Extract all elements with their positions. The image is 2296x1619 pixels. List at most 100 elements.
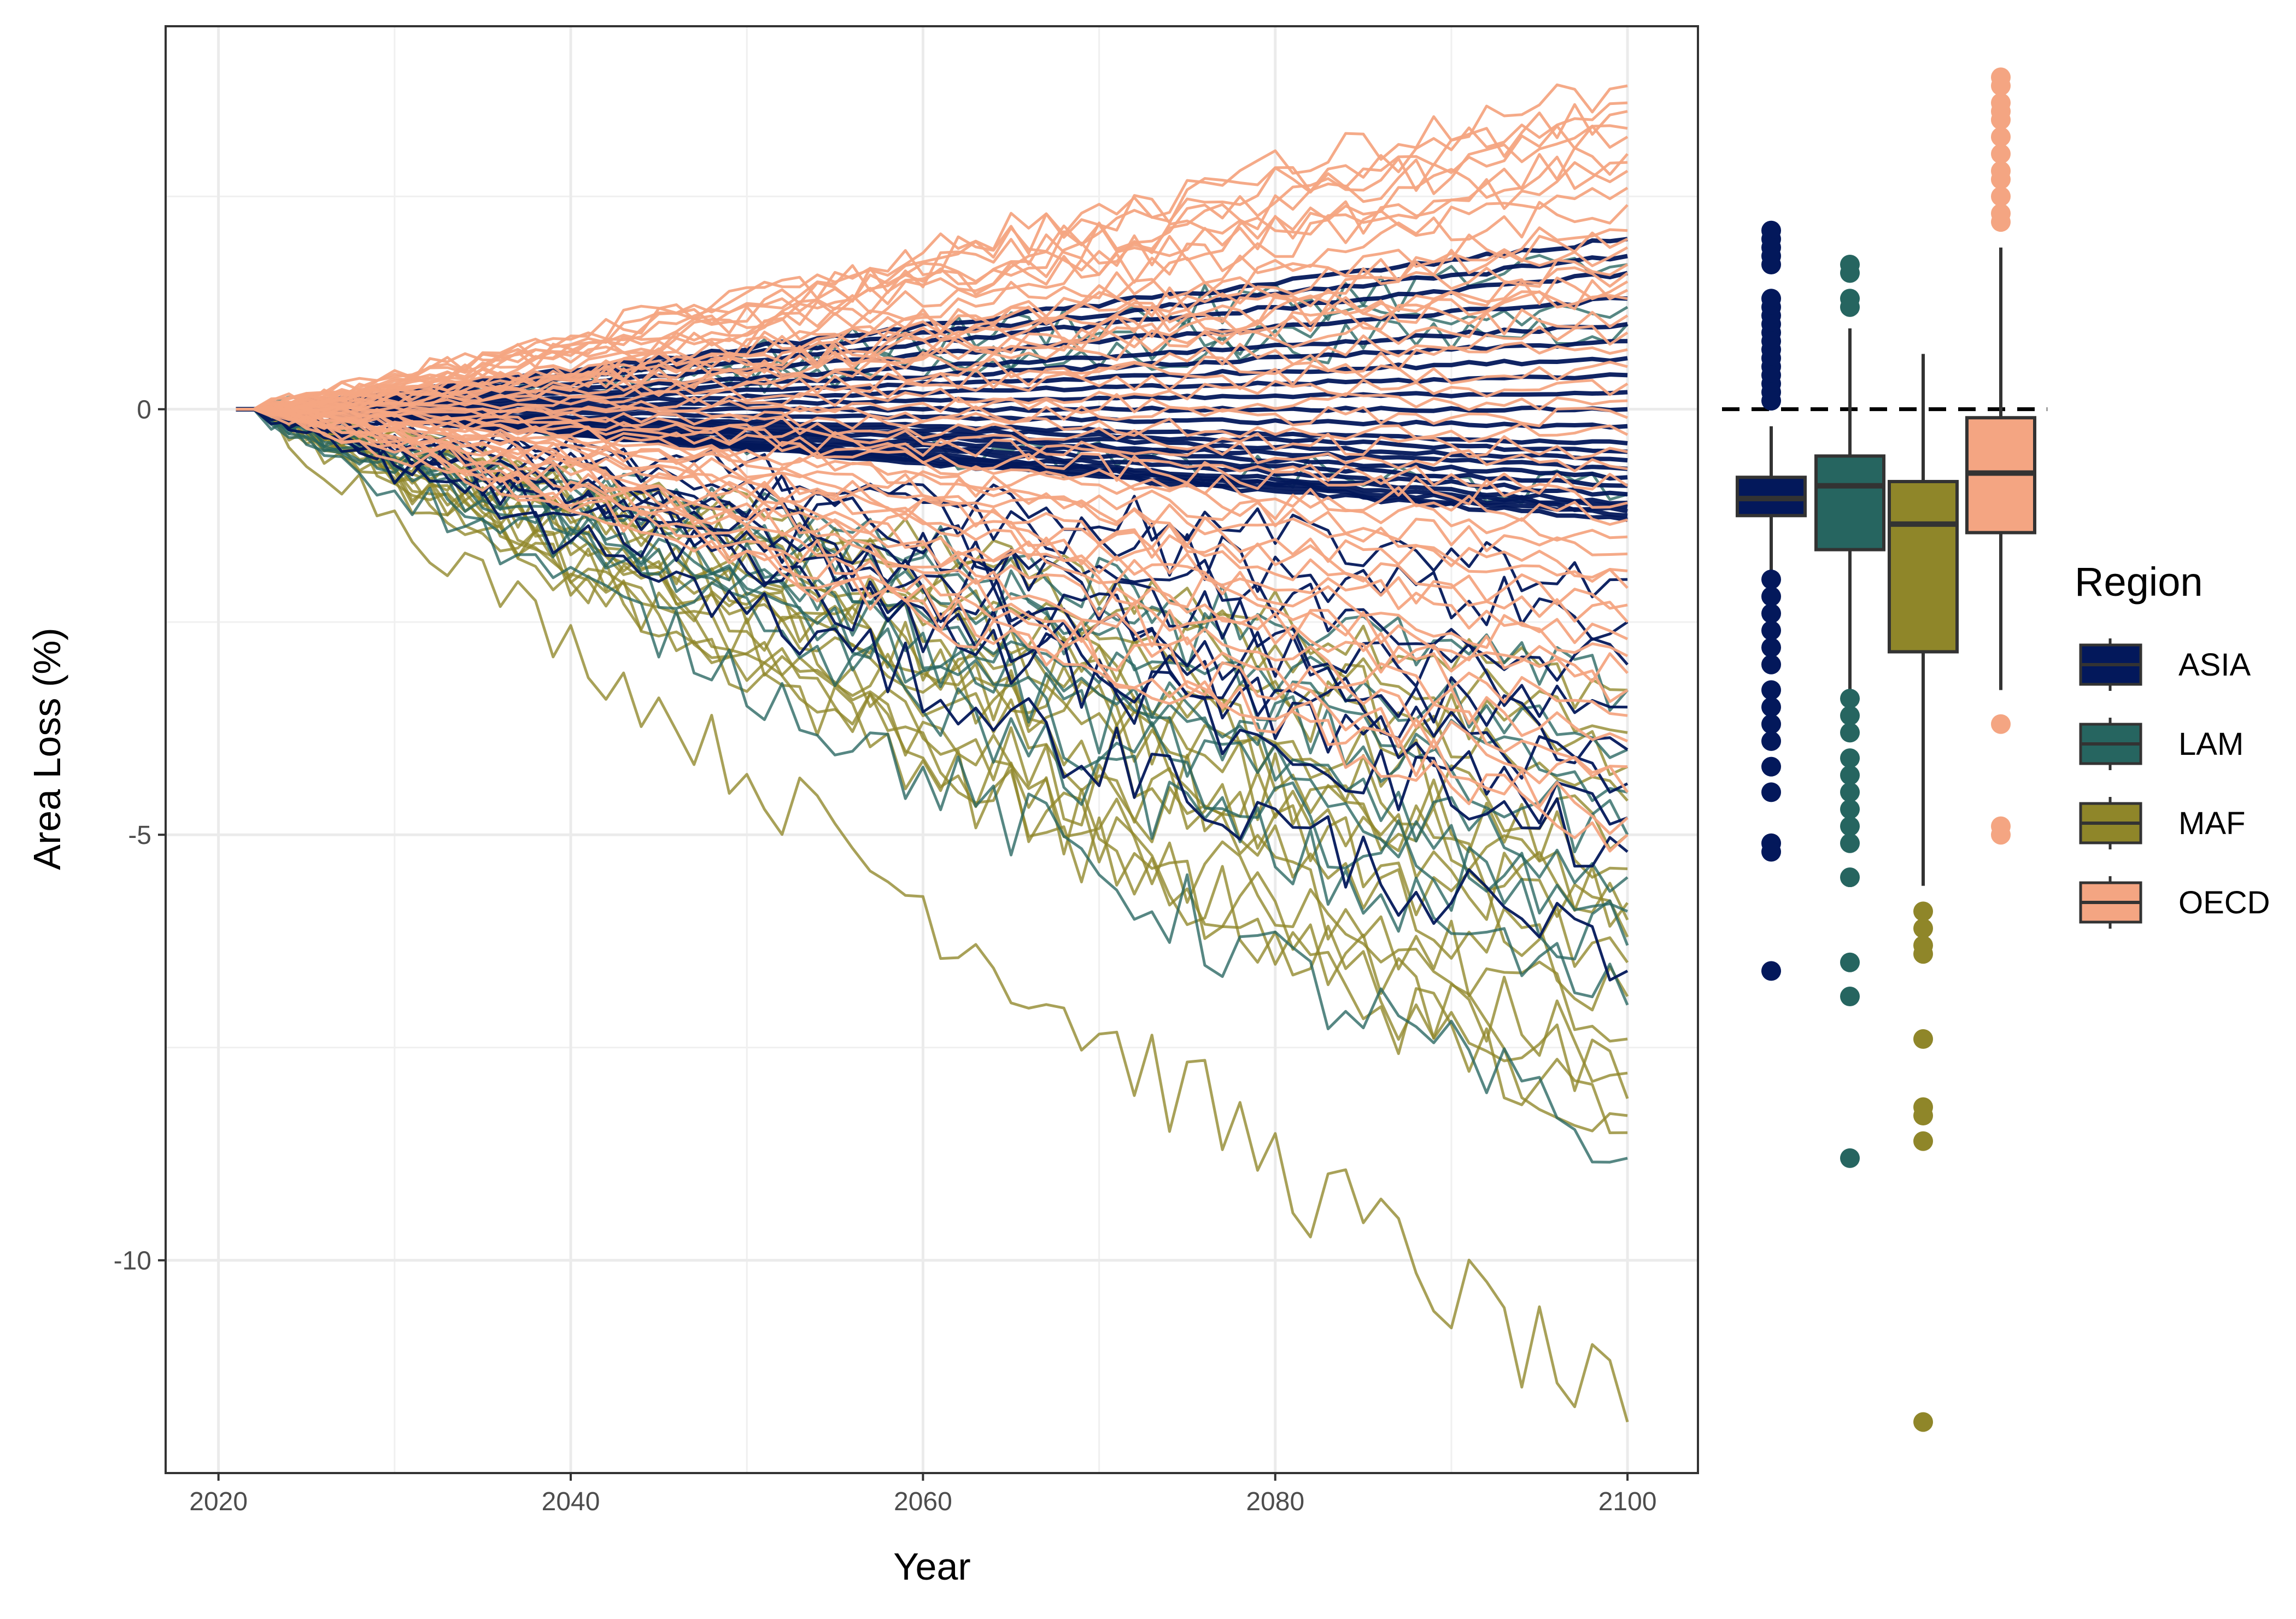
legend-item-maf: MAF xyxy=(2079,797,2245,849)
box-outlier xyxy=(1840,987,1860,1007)
box-outlier xyxy=(1761,391,1781,411)
box-outlier xyxy=(1913,1106,1933,1126)
box-outlier xyxy=(1991,75,2011,96)
trajectory-line-oecd xyxy=(236,360,1628,412)
trajectory-lines xyxy=(236,83,1629,1423)
y-axis-title: Area Loss (%) xyxy=(26,627,68,870)
box-outlier xyxy=(1761,714,1781,734)
box-outlier xyxy=(1761,697,1781,717)
box-outlier xyxy=(1761,570,1781,590)
boxplot-oecd xyxy=(1965,67,2036,845)
x-tick-label: 2080 xyxy=(1246,1487,1304,1516)
box-outlier xyxy=(1840,263,1860,283)
y-tick-label: -10 xyxy=(114,1247,151,1276)
trajectory-line-oecd xyxy=(236,408,1628,610)
box-outlier xyxy=(1991,186,2011,207)
trajectory-line-oecd xyxy=(236,279,1629,412)
box-outlier xyxy=(1913,944,1933,964)
legend-item-lam: LAM xyxy=(2079,718,2244,770)
box-outlier xyxy=(1761,842,1781,862)
box-outlier xyxy=(1761,637,1781,658)
boxplot-maf xyxy=(1888,354,1959,1432)
trajectory-line-lam xyxy=(236,408,1628,1164)
trajectory-line-oecd xyxy=(236,308,1629,411)
box-outlier xyxy=(1761,254,1781,274)
trajectory-line-oecd xyxy=(236,407,1629,703)
trajectory-line-oecd xyxy=(236,325,1629,411)
trajectory-line-oecd xyxy=(236,290,1628,411)
box-outlier xyxy=(1840,297,1860,317)
trajectory-line-oecd xyxy=(236,408,1628,556)
trajectory-line-oecd xyxy=(236,404,1629,793)
trajectory-line-oecd xyxy=(236,408,1629,623)
trajectory-line-oecd xyxy=(236,392,1628,414)
box-outlier xyxy=(1761,782,1781,802)
trajectory-line-oecd xyxy=(236,406,1629,495)
trajectory-line-oecd xyxy=(236,406,1629,443)
legend-label: ASIA xyxy=(2178,647,2251,683)
box-outlier xyxy=(1991,144,2011,164)
box-outlier xyxy=(1991,212,2011,232)
box-outlier xyxy=(1991,110,2011,130)
legend-label: OECD xyxy=(2178,885,2270,920)
box-iqr xyxy=(1814,454,1885,552)
legend-item-oecd: OECD xyxy=(2079,876,2270,929)
trajectory-line-maf xyxy=(236,408,1629,968)
legend-items: ASIA LAM MAF OECD xyxy=(2079,638,2270,929)
y-tick-label: -5 xyxy=(128,821,151,850)
box-outlier xyxy=(1840,706,1860,726)
trajectory-line-asia xyxy=(236,406,1629,868)
trajectory-line-oecd xyxy=(236,408,1629,683)
box-outlier xyxy=(1991,127,2011,147)
box-outlier xyxy=(1991,714,2011,734)
legend: Region ASIA LAM MAF OECD xyxy=(2075,559,2270,929)
trajectory-line-lam xyxy=(236,400,1629,961)
box-outlier xyxy=(1840,723,1860,743)
box-outlier xyxy=(1840,765,1860,785)
box-outlier xyxy=(1991,825,2011,845)
box-outlier xyxy=(1913,1412,1933,1432)
trajectory-panel: 2020 2040 2060 2080 2100 -10 -5 0 xyxy=(114,25,1699,1516)
box-outlier xyxy=(1840,689,1860,709)
trajectory-line-maf xyxy=(236,407,1629,1099)
trajectory-line-oecd xyxy=(236,124,1628,411)
trajectory-line-asia xyxy=(236,390,1628,412)
box-outlier xyxy=(1761,620,1781,641)
trajectory-line-oecd xyxy=(236,408,1629,853)
box-outlier xyxy=(1761,680,1781,700)
x-tick-label: 2100 xyxy=(1598,1487,1657,1516)
box-outlier xyxy=(1913,1131,1933,1151)
x-tick-label: 2020 xyxy=(189,1487,248,1516)
box-outlier xyxy=(1840,782,1860,802)
trajectory-line-oecd xyxy=(236,408,1629,644)
box-outlier xyxy=(1840,867,1860,888)
trajectory-line-asia xyxy=(236,408,1628,826)
trajectory-line-oecd xyxy=(236,405,1628,460)
x-tick-label: 2060 xyxy=(894,1487,952,1516)
boxplot-lam xyxy=(1814,254,1885,1168)
trajectory-line-maf xyxy=(236,408,1629,928)
trajectory-line-oecd xyxy=(236,186,1629,411)
boxplots xyxy=(1736,67,2036,1432)
box-outlier xyxy=(1913,918,1933,938)
x-axis-ticks: 2020 2040 2060 2080 2100 xyxy=(189,1473,1657,1516)
boxplot-asia xyxy=(1736,220,1807,981)
trajectory-line-oecd xyxy=(236,404,1628,509)
box-outlier xyxy=(1840,952,1860,972)
boxplot-panel xyxy=(1722,67,2047,1432)
trajectory-line-asia xyxy=(236,408,1629,982)
trajectory-line-maf xyxy=(236,408,1628,1134)
box-outlier xyxy=(1840,833,1860,853)
box-outlier xyxy=(1913,1029,1933,1049)
trajectory-line-oecd xyxy=(236,341,1628,413)
box-outlier xyxy=(1840,799,1860,819)
trajectory-line-maf xyxy=(236,408,1629,1423)
x-tick-label: 2040 xyxy=(542,1487,600,1516)
legend-item-asia: ASIA xyxy=(2079,638,2251,691)
box-outlier xyxy=(1761,654,1781,674)
trajectory-line-oecd xyxy=(236,408,1628,717)
trajectory-line-oecd xyxy=(236,408,1629,743)
legend-label: LAM xyxy=(2178,726,2244,762)
